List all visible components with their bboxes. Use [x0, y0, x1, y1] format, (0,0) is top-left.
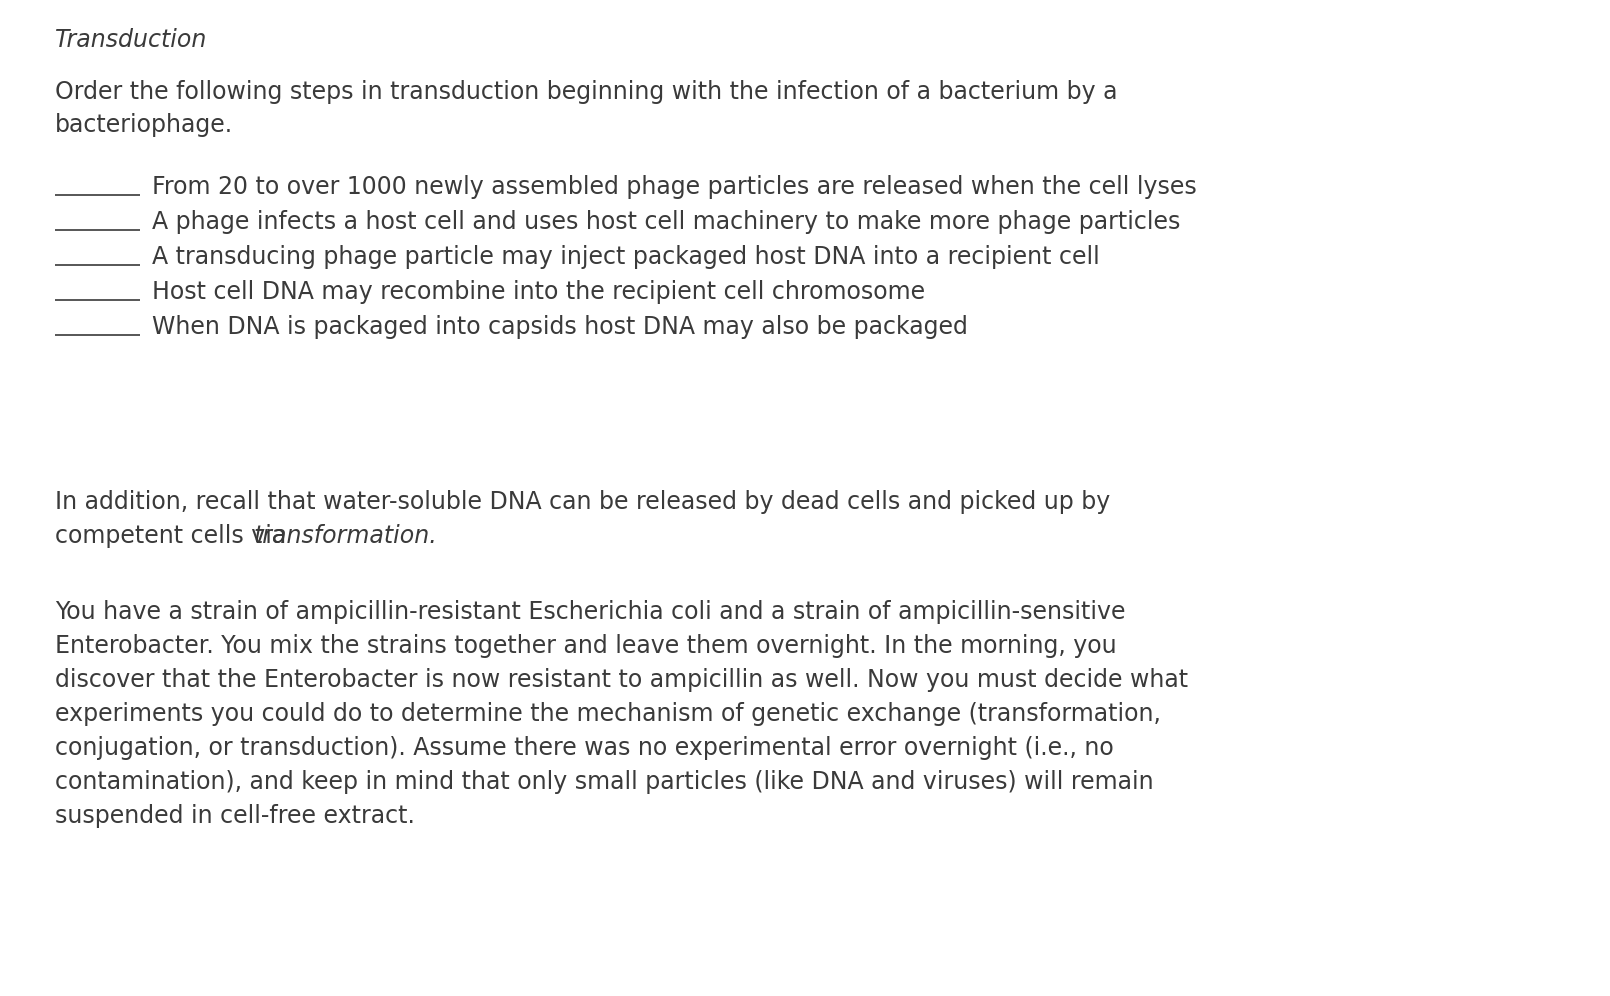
Text: contamination), and keep in mind that only small particles (like DNA and viruses: contamination), and keep in mind that on… [55, 770, 1154, 794]
Text: From 20 to over 1000 newly assembled phage particles are released when the cell : From 20 to over 1000 newly assembled pha… [151, 175, 1196, 199]
Text: discover that the Enterobacter is now resistant to ampicillin as well. Now you m: discover that the Enterobacter is now re… [55, 668, 1188, 692]
Text: suspended in cell-free extract.: suspended in cell-free extract. [55, 804, 415, 828]
Text: Order the following steps in transduction beginning with the infection of a bact: Order the following steps in transductio… [55, 80, 1117, 104]
Text: competent cells via: competent cells via [55, 524, 293, 548]
Text: A transducing phage particle may inject packaged host DNA into a recipient cell: A transducing phage particle may inject … [151, 245, 1100, 269]
Text: transformation.: transformation. [253, 524, 436, 548]
Text: conjugation, or transduction). Assume there was no experimental error overnight : conjugation, or transduction). Assume th… [55, 736, 1114, 760]
Text: When DNA is packaged into capsids host DNA may also be packaged: When DNA is packaged into capsids host D… [151, 315, 968, 339]
Text: In addition, recall that water-soluble DNA can be released by dead cells and pic: In addition, recall that water-soluble D… [55, 490, 1111, 514]
Text: A phage infects a host cell and uses host cell machinery to make more phage part: A phage infects a host cell and uses hos… [151, 210, 1180, 234]
Text: bacteriophage.: bacteriophage. [55, 113, 233, 137]
Text: You have a strain of ampicillin-resistant Escherichia coli and a strain of ampic: You have a strain of ampicillin-resistan… [55, 600, 1125, 624]
Text: experiments you could do to determine the mechanism of genetic exchange (transfo: experiments you could do to determine th… [55, 702, 1161, 726]
Text: Host cell DNA may recombine into the recipient cell chromosome: Host cell DNA may recombine into the rec… [151, 280, 926, 304]
Text: Enterobacter. You mix the strains together and leave them overnight. In the morn: Enterobacter. You mix the strains togeth… [55, 634, 1117, 658]
Text: Transduction: Transduction [55, 28, 208, 52]
